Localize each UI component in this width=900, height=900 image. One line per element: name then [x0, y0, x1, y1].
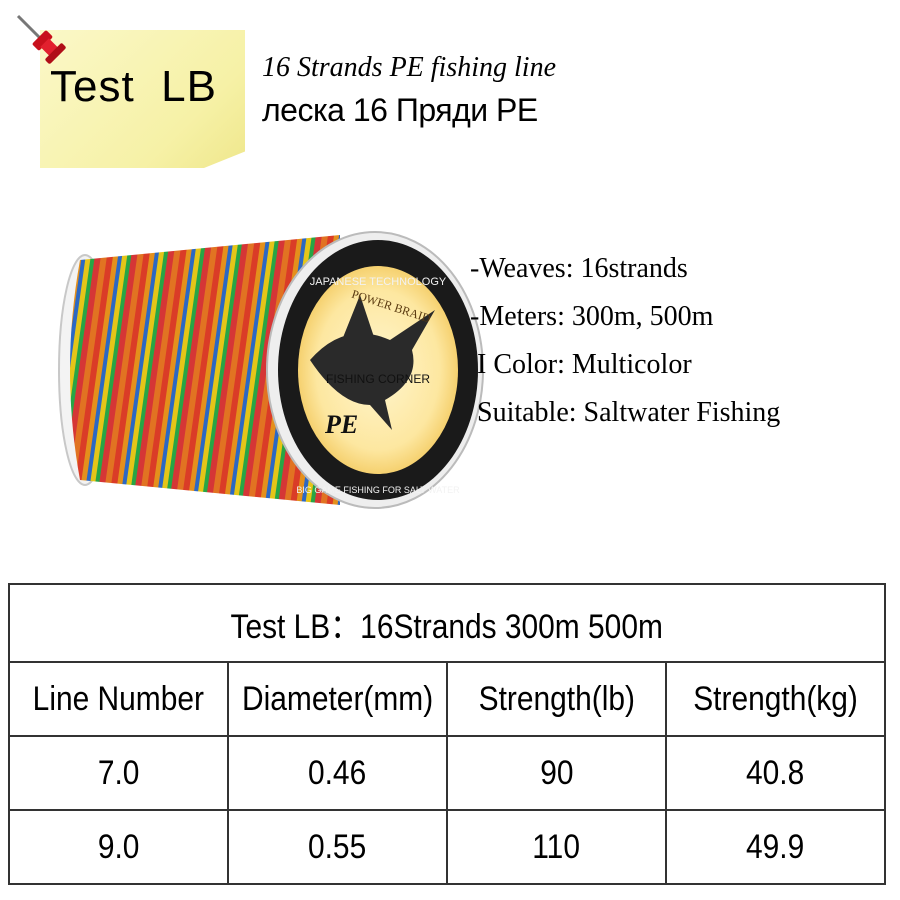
cell-line-number: 9.0: [8, 809, 229, 885]
spec-meters: -Meters: 300m, 500m: [470, 301, 714, 332]
pushpin-icon: [16, 14, 66, 64]
spec-table: Test LB：16Strands 300m 500m Line Number …: [8, 583, 886, 885]
heading-english: 16 Strands PE fishing line: [262, 52, 556, 83]
table-row: 9.0 0.55 110 49.9: [8, 809, 886, 885]
header-strength-kg: Strength(kg): [665, 661, 886, 737]
header-diameter: Diameter(mm): [227, 661, 448, 737]
cell-line-number: 7.0: [8, 735, 229, 811]
cell-strength-kg: 40.8: [665, 735, 886, 811]
spool-brand: FISHING CORNER: [326, 372, 430, 386]
spec-weaves: -Weaves: 16strands: [470, 253, 688, 284]
spool-arc-bottom: BIG GAME FISHING FOR SALT WATER: [296, 485, 460, 495]
heading-russian: леска 16 Пряди PE: [262, 92, 538, 128]
spec-suitable: Suitable: Saltwater Fishing: [470, 397, 781, 428]
spec-color: I Color: Multicolor: [470, 349, 692, 380]
table-row: 7.0 0.46 90 40.8: [8, 735, 886, 811]
cell-strength-lb: 110: [446, 809, 667, 885]
spool-pe: PE: [324, 410, 358, 439]
cell-diameter: 0.46: [227, 735, 448, 811]
spec-list: -Weaves: 16strands -Meters: 300m, 500m I…: [470, 245, 780, 437]
sticky-note: [40, 30, 245, 168]
cell-strength-lb: 90: [446, 735, 667, 811]
table-title: Test LB：16Strands 300m 500m: [8, 583, 886, 663]
cell-strength-kg: 49.9: [665, 809, 886, 885]
cell-diameter: 0.55: [227, 809, 448, 885]
spool-arc-top: JAPANESE TECHNOLOGY: [310, 276, 447, 288]
fishing-line-spool: JAPANESE TECHNOLOGY POWER BRAID FISHING …: [58, 231, 484, 509]
header-line-number: Line Number: [8, 661, 229, 737]
table-header-row: Line Number Diameter(mm) Strength(lb) St…: [8, 661, 886, 737]
header-strength-lb: Strength(lb): [446, 661, 667, 737]
note-title: Test LB: [50, 62, 217, 111]
